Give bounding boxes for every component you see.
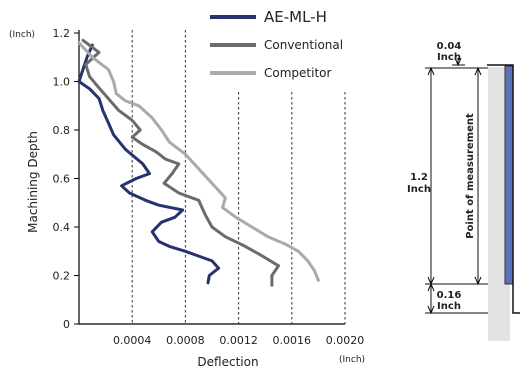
x-tick-label: 0.0012 <box>219 334 258 347</box>
grid-lines <box>131 30 346 324</box>
y-unit-label: (Inch) <box>9 30 35 40</box>
series-line-ae-ml-h <box>77 43 221 285</box>
x-tick-label: 0.0008 <box>166 334 205 347</box>
legend: AE-ML-H Conventional Competitor <box>210 8 343 80</box>
top-gap-value: 0.04 <box>437 41 462 52</box>
series-lines <box>77 38 320 287</box>
x-tick-label: 0.0004 <box>113 334 152 347</box>
axis-ticks: 0.0004 0.0008 0.0012 0.0016 0.0020 0 0.2 0.4 0.6… <box>53 27 365 347</box>
bottom-gap-value: 0.16 <box>437 290 462 301</box>
y-axis-title: Machining Depth <box>26 131 40 233</box>
top-gap-unit: Inch <box>437 52 461 63</box>
top-gap-arrow <box>454 57 462 67</box>
end-mill-tool <box>504 65 514 285</box>
depth-unit: Inch <box>407 184 431 195</box>
y-tick-label: 0 <box>63 318 70 331</box>
x-unit-label: (Inch) <box>339 355 365 365</box>
legend-label-conventional: Conventional <box>264 38 343 52</box>
series-line-competitor <box>77 41 320 282</box>
measurement-label: Point of measurement <box>465 113 476 239</box>
y-tick-label: 0.6 <box>53 173 71 186</box>
measurement-diagram: 0.04 Inch 1.2 Inch Point of measurement … <box>407 41 520 341</box>
y-tick-label: 1.2 <box>53 27 71 40</box>
y-tick-label: 0.8 <box>53 124 71 137</box>
bottom-gap-unit: Inch <box>437 301 461 312</box>
legend-label-ae-ml-h: AE-ML-H <box>264 8 327 26</box>
y-tick-label: 1.0 <box>53 76 71 89</box>
legend-label-competitor: Competitor <box>264 66 331 80</box>
measurement-arrow-bottom <box>474 276 482 286</box>
tool-outline <box>487 64 520 314</box>
depth-arrow-top <box>427 66 435 76</box>
bottom-gap-arrow-bottom <box>427 305 435 315</box>
bottom-gap-arrow-top <box>427 282 435 292</box>
x-tick-label: 0.0016 <box>273 334 312 347</box>
measurement-arrow-top <box>474 66 482 76</box>
depth-value: 1.2 <box>410 172 428 183</box>
series-line-conventional <box>81 38 280 287</box>
x-axis-title: Deflection <box>197 355 258 369</box>
x-tick-label: 0.0020 <box>326 334 365 347</box>
y-tick-label: 0.2 <box>53 270 71 283</box>
y-tick-label: 0.4 <box>53 221 71 234</box>
